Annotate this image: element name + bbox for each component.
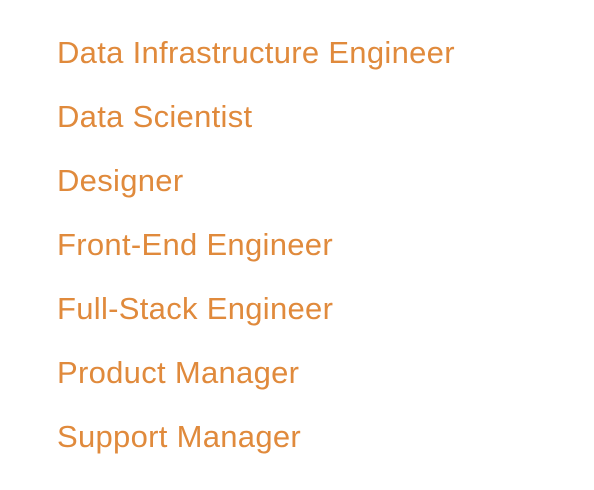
job-link-support-manager[interactable]: Support Manager: [57, 419, 302, 454]
job-link-data-infrastructure-engineer[interactable]: Data Infrastructure Engineer: [57, 35, 455, 70]
job-link-full-stack-engineer[interactable]: Full-Stack Engineer: [57, 291, 334, 326]
list-item: Support Manager: [57, 415, 455, 479]
job-link-product-manager[interactable]: Product Manager: [57, 355, 300, 390]
list-item: Front-End Engineer: [57, 223, 455, 287]
list-item: Full-Stack Engineer: [57, 287, 455, 351]
job-link-front-end-engineer[interactable]: Front-End Engineer: [57, 227, 333, 262]
job-link-designer[interactable]: Designer: [57, 163, 184, 198]
list-item: Designer: [57, 159, 455, 223]
list-item: Product Manager: [57, 351, 455, 415]
job-openings-list: Data Infrastructure Engineer Data Scient…: [57, 31, 455, 479]
list-item: Data Scientist: [57, 95, 455, 159]
list-item: Data Infrastructure Engineer: [57, 31, 455, 95]
job-link-data-scientist[interactable]: Data Scientist: [57, 99, 253, 134]
